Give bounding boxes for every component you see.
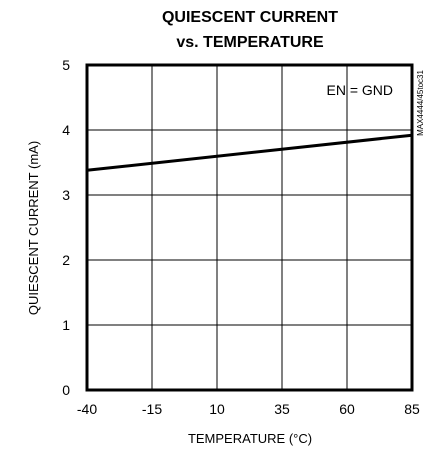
x-axis-label: TEMPERATURE (°C) — [188, 431, 312, 446]
series-layer — [86, 133, 413, 172]
grid — [87, 65, 412, 390]
y-tick-labels: 0 1 2 3 4 5 — [62, 57, 70, 398]
x-tick-label-0: -40 — [77, 401, 97, 417]
x-tick-label-5: 85 — [404, 401, 420, 417]
y-tick-label-0: 0 — [62, 382, 70, 398]
figure-id: MAX4444/45toc31 — [416, 70, 425, 136]
y-tick-label-4: 4 — [62, 122, 70, 138]
x-tick-label-3: 35 — [274, 401, 290, 417]
x-tick-label-4: 60 — [339, 401, 355, 417]
chart-title-line-2: vs. TEMPERATURE — [176, 34, 324, 51]
series-line-0 — [86, 133, 413, 172]
annotation-en-gnd: EN = GND — [326, 82, 393, 98]
y-tick-label-2: 2 — [62, 252, 70, 268]
y-tick-label-3: 3 — [62, 187, 70, 203]
y-tick-label-5: 5 — [62, 57, 70, 73]
x-tick-label-2: 10 — [209, 401, 225, 417]
y-tick-label-1: 1 — [62, 317, 70, 333]
plot-frame — [85, 63, 414, 392]
y-axis-label: QUIESCENT CURRENT (mA) — [26, 141, 41, 315]
chart-title-line-1: QUIESCENT CURRENT — [162, 9, 338, 26]
x-tick-label-1: -15 — [142, 401, 162, 417]
x-tick-labels: -40 -15 10 35 60 85 — [77, 401, 420, 417]
